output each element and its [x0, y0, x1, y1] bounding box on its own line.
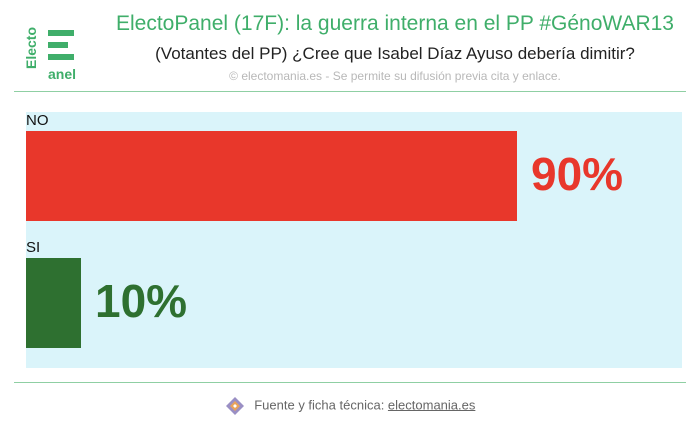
value-label-si: 10%	[95, 275, 188, 327]
copyright-notice: © electomania.es - Se permite su difusió…	[229, 69, 561, 83]
logo-bar	[48, 42, 68, 48]
logo-text-panel: anel	[48, 66, 77, 82]
electomania-icon	[225, 397, 244, 415]
category-label-si: SI	[26, 239, 41, 256]
chart-subtitle: (Votantes del PP) ¿Cree que Isabel Díaz …	[155, 44, 635, 63]
bottom-divider	[14, 382, 686, 383]
top-divider	[14, 91, 686, 92]
value-label-no: 90%	[531, 148, 624, 200]
bar-si	[26, 258, 81, 348]
logo-text-electo: Electo	[23, 26, 40, 70]
category-label-no: NO	[26, 112, 49, 129]
footer-source-label: Fuente y ficha técnica:	[254, 397, 388, 413]
chart-plot-area: NO 90% SI 10%	[26, 112, 682, 368]
logo-bar	[48, 30, 74, 36]
bar-no	[26, 131, 517, 221]
footer-source-link[interactable]: electomania.es	[387, 397, 476, 413]
footer: Fuente y ficha técnica: electomania.es	[0, 396, 700, 416]
electopanel-logo: Electo anel	[22, 22, 80, 82]
chart-title: ElectoPanel (17F): la guerra interna en …	[116, 12, 674, 35]
logo-bar	[48, 54, 74, 60]
